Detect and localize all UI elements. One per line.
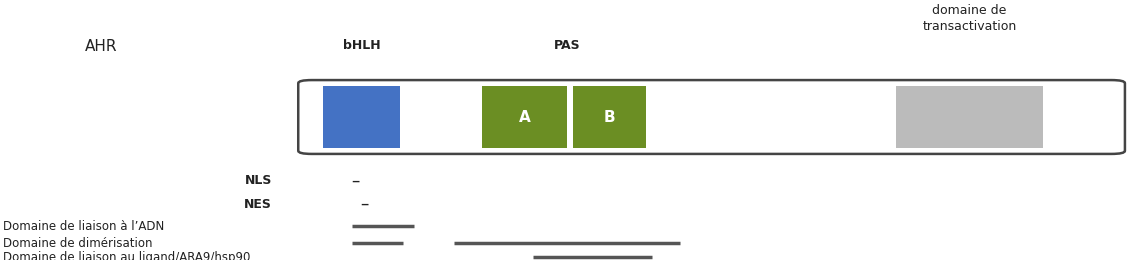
Text: domaine de
transactivation: domaine de transactivation bbox=[922, 4, 1017, 32]
Text: A: A bbox=[518, 109, 531, 125]
Bar bbox=[896, 86, 1043, 148]
Bar bbox=[482, 86, 567, 148]
Text: PAS: PAS bbox=[553, 39, 581, 52]
Text: Domaine de dimérisation: Domaine de dimérisation bbox=[3, 237, 153, 250]
Text: Domaine de liaison au ligand/ARA9/hsp90: Domaine de liaison au ligand/ARA9/hsp90 bbox=[3, 251, 251, 260]
Text: –: – bbox=[361, 195, 369, 213]
Text: NES: NES bbox=[244, 198, 272, 211]
Text: Domaine de liaison à l’ADN: Domaine de liaison à l’ADN bbox=[3, 220, 164, 233]
Text: –: – bbox=[352, 172, 359, 190]
Text: NLS: NLS bbox=[245, 174, 272, 187]
Text: bHLH: bHLH bbox=[342, 39, 381, 52]
FancyBboxPatch shape bbox=[298, 80, 1125, 154]
Text: AHR: AHR bbox=[85, 39, 118, 54]
Bar bbox=[323, 86, 400, 148]
Bar bbox=[573, 86, 646, 148]
Text: B: B bbox=[603, 109, 616, 125]
